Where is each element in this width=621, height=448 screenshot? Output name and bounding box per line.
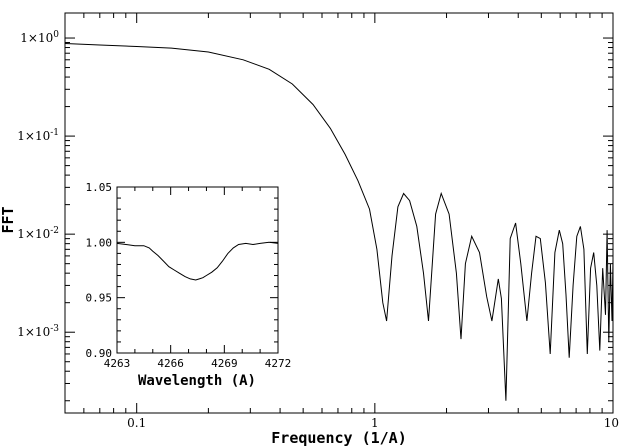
inset-spectrum-line: [116, 241, 279, 281]
main-axis-ticks: [64, 13, 614, 413]
x-tick-label: 0.1: [127, 416, 146, 430]
inset-x-axis-title: Wavelength (A): [138, 373, 256, 389]
x-tick-label: 1: [371, 416, 379, 430]
inset-y-tick-label: 0.95: [86, 292, 113, 305]
inset-plot-frame: [116, 186, 279, 354]
main-fft-line: [64, 43, 614, 401]
inset-x-tick-label: 4263: [104, 357, 131, 370]
inset-x-tick-label: 4266: [157, 357, 184, 370]
x-axis-title: Frequency (1/A): [271, 429, 406, 447]
inset-x-tick-label: 4272: [265, 357, 292, 370]
main-plot-frame: [64, 12, 614, 414]
inset-tick-labels: 4263 4266 4269 4272 1.05 1.00 0.95 0.90: [86, 181, 292, 370]
main-tick-labels: 0.1 1 10 1×100 1×10-1 1×10-2 1×10-3: [17, 30, 619, 430]
inset-x-tick-label: 4269: [211, 357, 238, 370]
y-tick-label: 1×10-2: [17, 226, 59, 241]
inset-y-tick-label: 1.00: [86, 236, 113, 249]
x-tick-label: 10: [604, 416, 619, 430]
inset-y-tick-label: 1.05: [86, 181, 113, 194]
inset-y-tick-label: 0.90: [86, 347, 113, 360]
inset-axis-ticks: [116, 186, 279, 354]
y-tick-label: 1×10-1: [17, 128, 59, 143]
y-axis-title: FFT: [0, 206, 17, 233]
y-tick-label: 1×10-3: [17, 324, 59, 339]
y-tick-label: 1×100: [20, 30, 59, 45]
